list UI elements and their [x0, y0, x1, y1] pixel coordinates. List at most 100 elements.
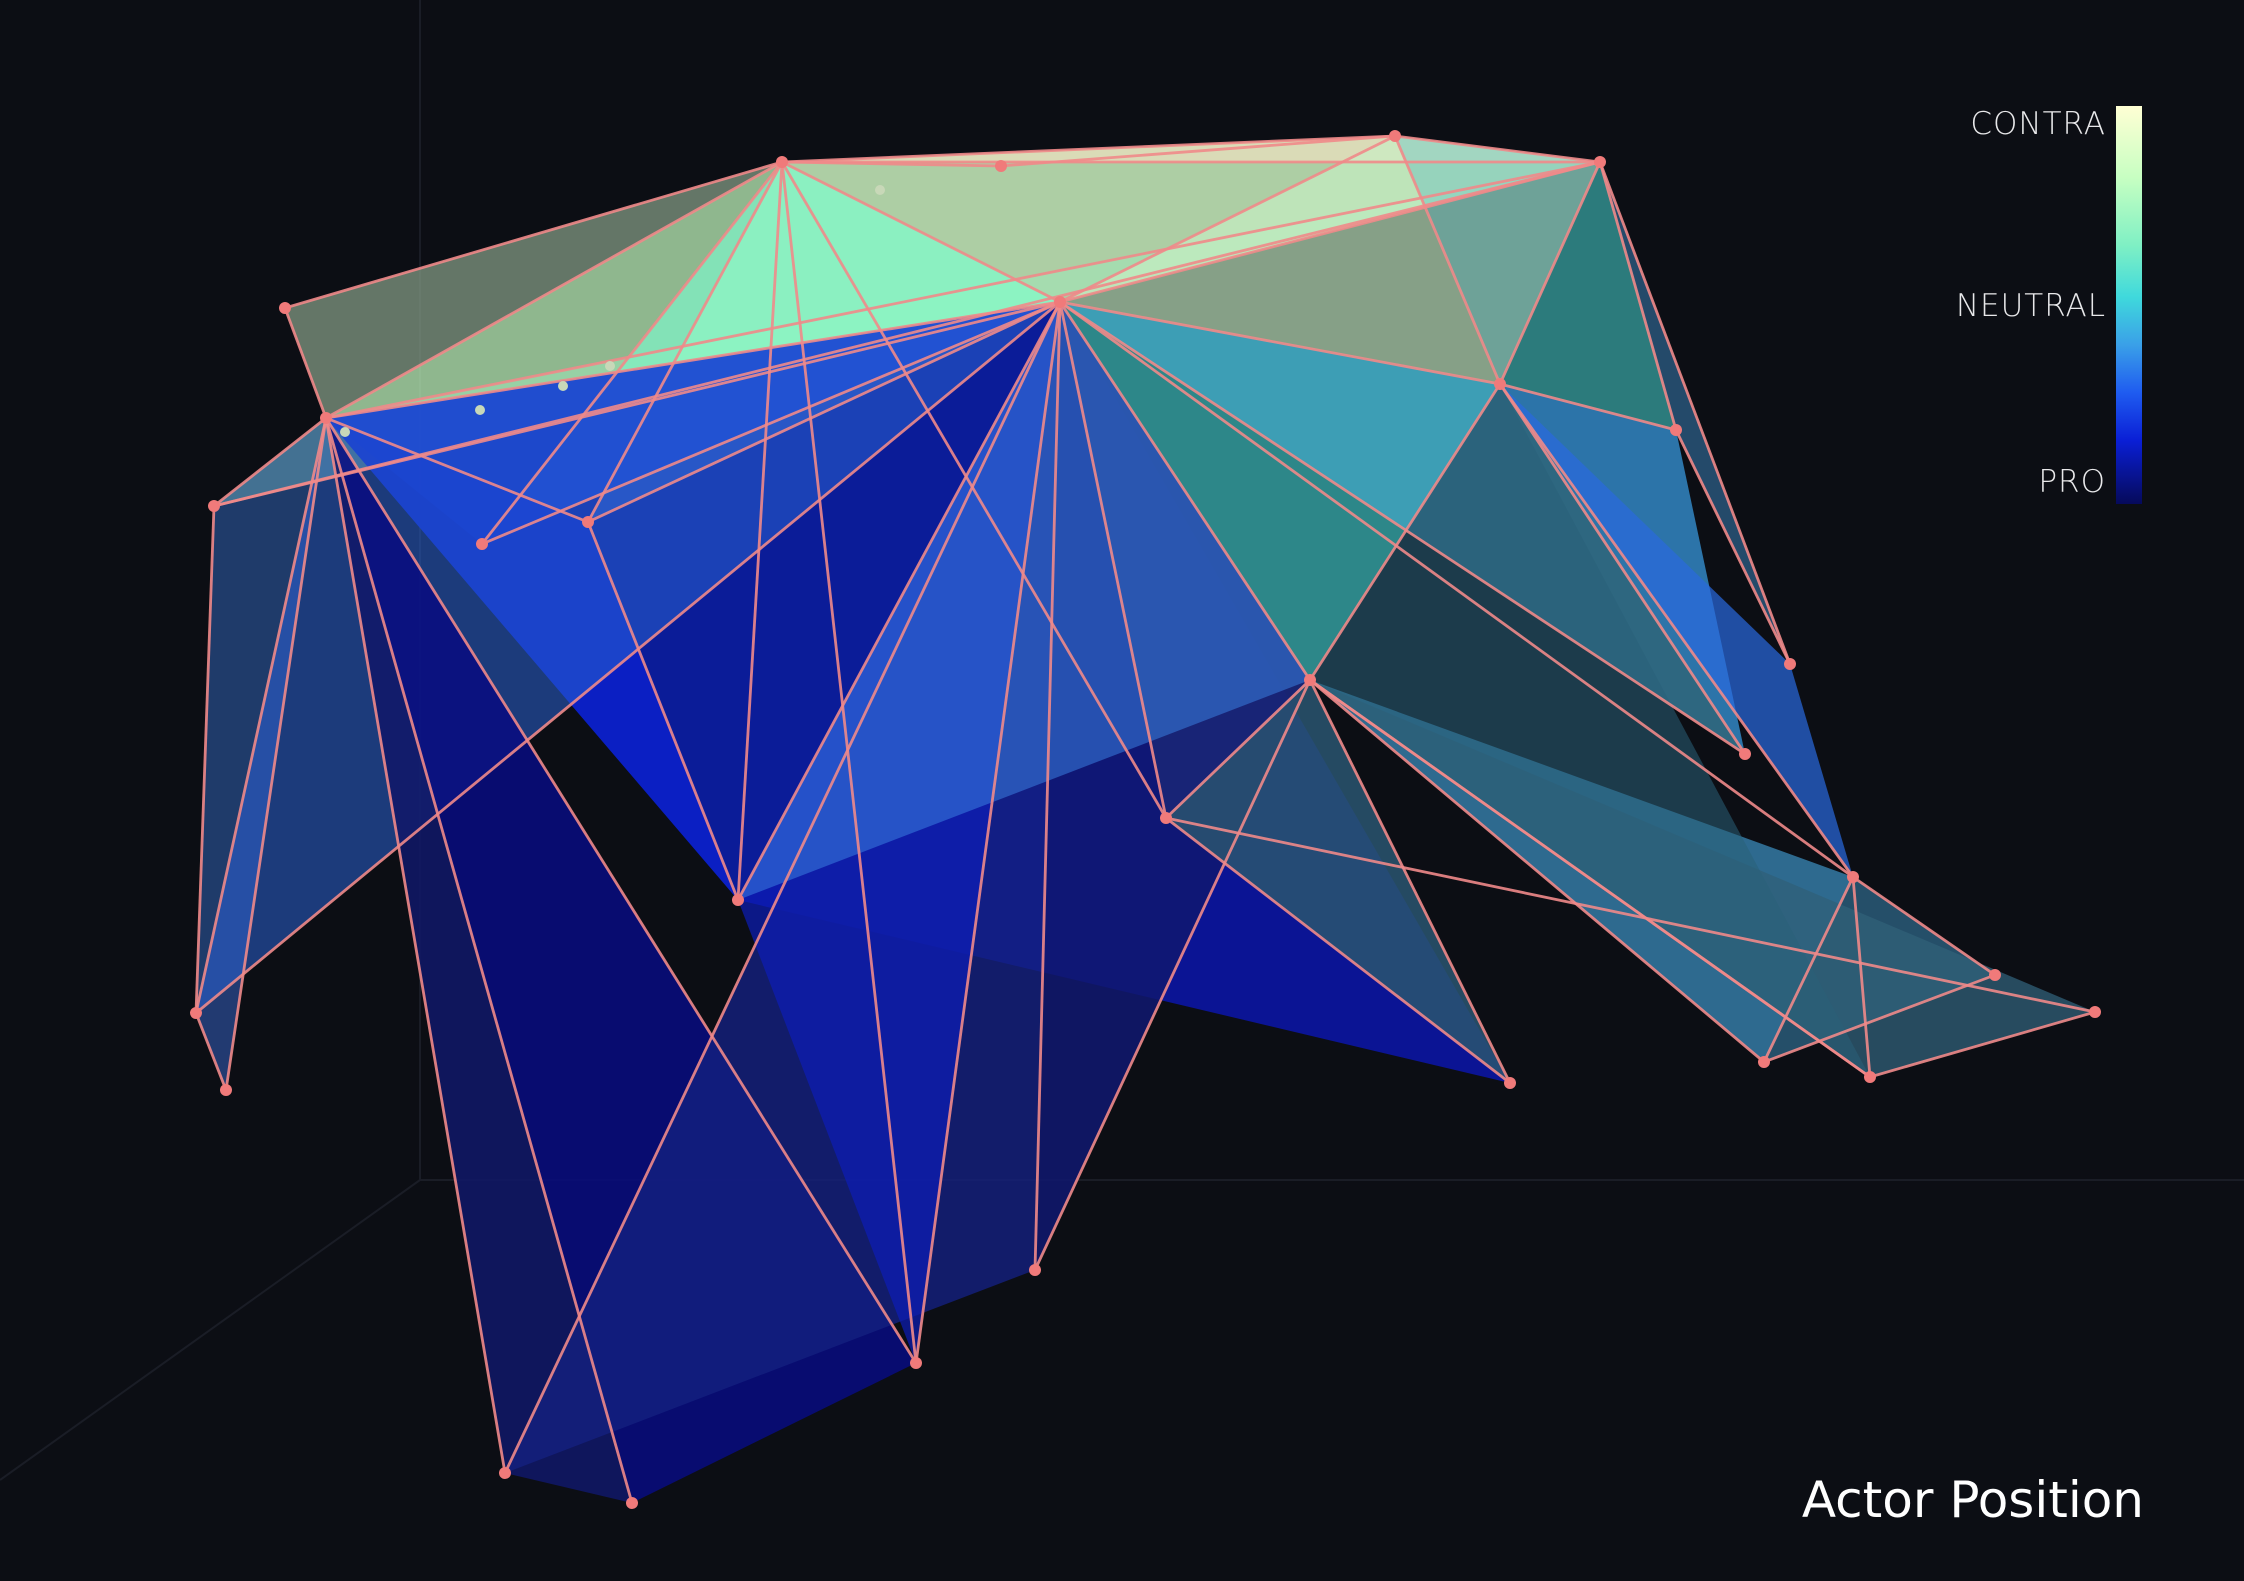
actor-node-25[interactable]: [1029, 1264, 1041, 1276]
actor-edge-38: [1059, 300, 1854, 879]
actor-node-9[interactable]: [1670, 424, 1682, 436]
actor-edge-15: [587, 300, 1061, 524]
actor-edge-47: [914, 301, 1062, 1364]
actor-edge-57: [325, 416, 589, 524]
actor-node-26[interactable]: [910, 1357, 922, 1369]
actor-node-8[interactable]: [1494, 378, 1506, 390]
actor-edge-22: [1674, 429, 1792, 665]
actor-edge-56: [1309, 678, 1871, 1079]
actor-edge-4: [781, 160, 1002, 168]
actor-edge-45: [503, 301, 1062, 1474]
actor-edge-16: [1059, 134, 1396, 304]
actor-edge-25: [1059, 300, 1746, 756]
actor-node-21[interactable]: [1504, 1077, 1516, 1089]
actor-edge-50: [324, 417, 918, 1364]
actor-edge-11: [1059, 160, 1601, 304]
actor-edge-41: [194, 505, 216, 1014]
actor-edge-48: [736, 301, 1062, 901]
actor-edge-40: [224, 417, 328, 1091]
actor-edge-61: [213, 300, 1061, 508]
actor-node-16[interactable]: [732, 894, 744, 906]
actor-edge-32: [1309, 678, 1765, 1064]
position-facet-31: [738, 302, 1310, 900]
actor-node-10[interactable]: [476, 538, 488, 550]
colorbar-gradient: [2116, 106, 2142, 504]
actor-node-15[interactable]: [1160, 812, 1172, 824]
actor-edge-43: [324, 417, 507, 1474]
actor-edge-35: [1852, 875, 1996, 977]
actor-node-2[interactable]: [1389, 130, 1401, 142]
actor-edge-1: [781, 134, 1396, 164]
actor-node-23[interactable]: [1864, 1071, 1876, 1083]
actor-node-29[interactable]: [875, 185, 885, 195]
actor-node-0[interactable]: [776, 156, 788, 168]
actor-node-7[interactable]: [1054, 296, 1066, 308]
actor-edge-29: [1058, 301, 1168, 819]
actor-edge-42: [195, 300, 1061, 1015]
actor-edge-21: [1499, 382, 1677, 432]
position-facet-33: [1310, 384, 1870, 1077]
actor-edge-26: [1308, 383, 1502, 681]
actor-edge-60: [283, 307, 328, 419]
actor-node-13[interactable]: [1739, 748, 1751, 760]
actor-node-20[interactable]: [1989, 969, 2001, 981]
actor-edge-52: [1033, 679, 1312, 1271]
actor-edge-30: [1165, 816, 1511, 1085]
actor-node-33[interactable]: [605, 361, 615, 371]
chart-title: Actor Position: [1801, 1471, 2144, 1529]
actor-node-19[interactable]: [1847, 871, 1859, 883]
actor-node-4[interactable]: [279, 302, 291, 314]
actor-edge-5: [1000, 134, 1396, 168]
actor-node-27[interactable]: [499, 1467, 511, 1479]
actor-edge-9: [213, 416, 327, 508]
actor-node-1[interactable]: [995, 160, 1007, 172]
actor-node-32[interactable]: [475, 405, 485, 415]
actor-edge-44: [324, 417, 634, 1504]
actor-edge-36: [1762, 876, 1855, 1063]
actor-node-18[interactable]: [220, 1084, 232, 1096]
actor-edge-27: [1058, 301, 1312, 681]
actor-edge-49: [736, 161, 784, 901]
actor-node-3[interactable]: [1594, 156, 1606, 168]
actor-edge-23: [1598, 161, 1792, 665]
actor-edge-51: [780, 161, 918, 1364]
actor-edge-0: [284, 160, 783, 310]
actor-edge-12: [480, 161, 784, 545]
actor-edge-20: [1598, 161, 1678, 431]
actor-node-28[interactable]: [626, 1497, 638, 1509]
position-facet-10: [1500, 162, 1676, 430]
actor-node-5[interactable]: [320, 412, 332, 424]
actor-edge-14: [481, 300, 1061, 546]
actor-node-11[interactable]: [582, 516, 594, 528]
actor-edge-13: [586, 161, 784, 523]
position-facet-9: [1395, 136, 1600, 384]
actor-edge-62: [325, 300, 1061, 420]
actor-edge-39: [194, 417, 328, 1014]
actor-node-12[interactable]: [1784, 658, 1796, 670]
actor-node-17[interactable]: [190, 1007, 202, 1019]
actor-edge-2: [1394, 134, 1601, 164]
actor-node-30[interactable]: [340, 427, 350, 437]
actor-node-24[interactable]: [2089, 1006, 2101, 1018]
actor-edge-46: [1033, 301, 1062, 1271]
actor-edge-19: [1498, 161, 1602, 385]
actor-node-14[interactable]: [1304, 674, 1316, 686]
position-facet-24: [1166, 680, 1510, 1083]
actor-node-22[interactable]: [1758, 1056, 1770, 1068]
actor-node-6[interactable]: [208, 500, 220, 512]
actor-edge-55: [1851, 876, 1872, 1078]
actor-edge-58: [586, 521, 740, 901]
actor-edge-24: [1498, 383, 1747, 755]
legend-label-contra: CONTRA: [1970, 106, 2106, 142]
actor-edge-28: [1165, 678, 1311, 820]
actor-edge-53: [1165, 816, 2096, 1014]
actor-edge-8: [213, 160, 1601, 508]
actor-edge-10: [781, 160, 1061, 304]
actor-edge-17: [1059, 300, 1501, 386]
actor-edge-31: [1308, 679, 1512, 1084]
actor-edge-6: [325, 160, 783, 420]
actor-node-31[interactable]: [558, 381, 568, 391]
actor-edge-37: [1498, 383, 1855, 878]
actor-edge-59: [780, 161, 1168, 819]
